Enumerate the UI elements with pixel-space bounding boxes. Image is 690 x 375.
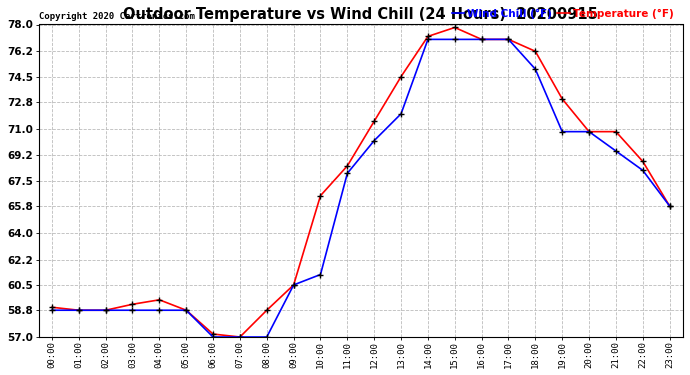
Legend: Wind Chill (°F), Temperature (°F): Wind Chill (°F), Temperature (°F) <box>447 5 678 23</box>
Title: Outdoor Temperature vs Wind Chill (24 Hours)  20200915: Outdoor Temperature vs Wind Chill (24 Ho… <box>124 7 598 22</box>
Text: Copyright 2020 Cartronics.com: Copyright 2020 Cartronics.com <box>39 12 195 21</box>
